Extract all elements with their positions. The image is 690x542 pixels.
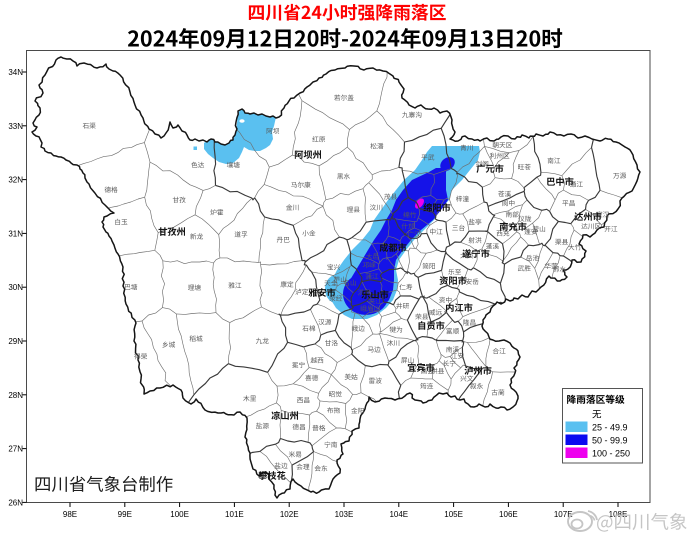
svg-text:29N: 29N [8, 337, 23, 346]
svg-text:102E: 102E [280, 510, 299, 519]
svg-text:33N: 33N [8, 122, 23, 131]
svg-text:32N: 32N [8, 176, 23, 185]
svg-text:27N: 27N [8, 445, 23, 454]
svg-text:34N: 34N [8, 68, 23, 77]
svg-text:26N: 26N [8, 498, 23, 507]
svg-text:28N: 28N [8, 391, 23, 400]
svg-text:106E: 106E [499, 510, 518, 519]
svg-text:30N: 30N [8, 283, 23, 292]
svg-text:31N: 31N [8, 229, 23, 238]
svg-text:104E: 104E [389, 510, 408, 519]
svg-text:108E: 108E [609, 510, 628, 519]
svg-text:50 - 99.9: 50 - 99.9 [592, 436, 628, 446]
svg-text:98E: 98E [63, 510, 77, 519]
svg-text:105E: 105E [444, 510, 463, 519]
svg-text:100 - 250: 100 - 250 [592, 449, 630, 459]
svg-text:101E: 101E [225, 510, 244, 519]
svg-text:100E: 100E [170, 510, 189, 519]
svg-text:103E: 103E [335, 510, 354, 519]
svg-text:25 - 49.9: 25 - 49.9 [592, 423, 628, 433]
svg-text:107E: 107E [554, 510, 573, 519]
svg-text:99E: 99E [118, 510, 132, 519]
